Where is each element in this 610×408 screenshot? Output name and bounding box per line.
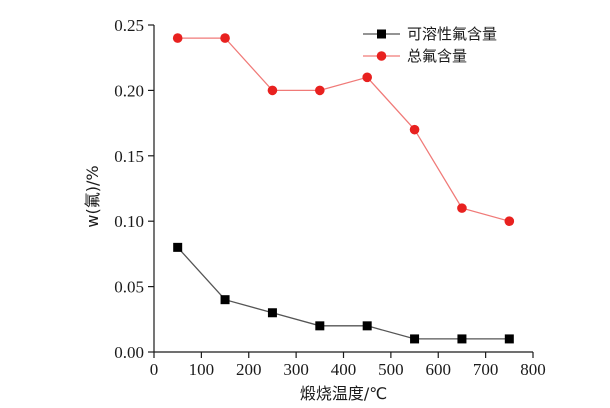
x-tick-label: 200 xyxy=(236,360,262,379)
x-tick-label: 600 xyxy=(426,360,452,379)
data-point xyxy=(172,33,183,43)
y-tick-label: 0.25 xyxy=(114,16,144,35)
legend: 可溶性氟含量 总氟含量 xyxy=(363,25,497,65)
y-tick-label: 0.20 xyxy=(114,81,144,100)
y-tick-label: 0.05 xyxy=(114,278,144,297)
data-point xyxy=(267,85,278,96)
y-axis-title: w(氟)/% xyxy=(83,165,102,227)
data-point xyxy=(362,321,372,331)
series-line xyxy=(177,37,510,222)
series-layer xyxy=(172,33,515,344)
legend-label: 可溶性氟含量 xyxy=(407,25,497,43)
x-tick-label: 800 xyxy=(520,360,546,379)
data-point xyxy=(220,33,230,43)
data-point xyxy=(457,334,467,344)
legend-item-total-fluorine: 总氟含量 xyxy=(363,47,467,65)
x-tick-label: 0 xyxy=(150,360,159,379)
data-point xyxy=(362,72,372,83)
legend-item-soluble-fluorine: 可溶性氟含量 xyxy=(363,25,497,43)
data-point xyxy=(457,203,467,213)
x-tick-label: 100 xyxy=(189,360,215,379)
y-ticks: 0.00 0.05 0.10 0.15 0.20 0.25 xyxy=(114,16,154,362)
x-tick-label: 300 xyxy=(283,360,309,379)
y-tick-label: 0.10 xyxy=(114,212,144,231)
data-point xyxy=(504,334,514,344)
axes xyxy=(153,25,533,353)
legend-marker-circle xyxy=(376,51,387,61)
series-0 xyxy=(173,242,514,344)
y-tick-label: 0.15 xyxy=(114,147,144,166)
data-point xyxy=(504,216,515,226)
data-point xyxy=(410,334,420,344)
data-point xyxy=(173,242,183,252)
x-tick-label: 400 xyxy=(331,360,357,379)
data-point xyxy=(267,308,277,318)
y-tick-label: 0.00 xyxy=(114,343,144,362)
data-point xyxy=(409,124,420,135)
series-line xyxy=(177,246,510,340)
data-point xyxy=(315,85,325,96)
data-point xyxy=(315,321,325,331)
data-point xyxy=(220,295,230,305)
series-1 xyxy=(172,33,515,226)
x-axis-title: 煅烧温度/℃ xyxy=(300,384,387,403)
legend-label: 总氟含量 xyxy=(407,47,467,65)
x-tick-label: 700 xyxy=(473,360,499,379)
x-tick-label: 500 xyxy=(378,360,404,379)
x-ticks: 0 100 200 300 400 500 600 700 800 xyxy=(150,352,546,379)
legend-marker-square xyxy=(377,29,386,39)
